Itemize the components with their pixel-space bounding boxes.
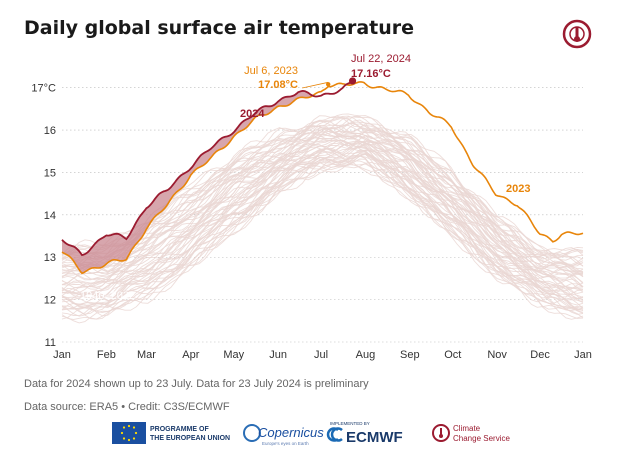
historical-line xyxy=(61,123,584,273)
x-tick-label-3: Apr xyxy=(182,349,199,361)
series-label-2024: 2024 xyxy=(240,108,265,120)
historical-line xyxy=(61,134,584,283)
annotation-2023-value: 17.08°C xyxy=(258,79,298,91)
copernicus-logo: Copernicus Europe's eyes on Earth xyxy=(243,424,324,446)
eu-programme-logo: PROGRAMME OF THE EUROPEAN UNION xyxy=(112,422,230,444)
historical-line xyxy=(61,141,584,290)
x-axis: Jan Feb Mar Apr May Jun Jul Aug Sep Oct Nov Dec Jan xyxy=(53,349,592,361)
footer-note-preliminary: Data for 2024 shown up to 23 July. Data … xyxy=(24,378,369,390)
series-label-2023: 2023 xyxy=(506,183,530,195)
historical-line xyxy=(61,137,584,294)
historical-line xyxy=(61,160,584,320)
max-2024-marker xyxy=(348,77,357,85)
y-axis: 11 12 13 14 15 16 17°C xyxy=(31,83,56,349)
historical-line xyxy=(61,130,584,275)
c3s-emblem-icon xyxy=(562,19,592,49)
chart-title: Daily global surface air temperature xyxy=(24,17,414,39)
historical-line xyxy=(61,139,584,296)
historical-line xyxy=(61,155,584,312)
ecmwf-text: ECMWF xyxy=(346,429,403,446)
c3s-line2: Change Service xyxy=(453,434,510,443)
x-tick-label-7: Aug xyxy=(356,349,376,361)
c3s-logo: Climate Change Service xyxy=(432,424,510,443)
annotation-2023-date: Jul 6, 2023 xyxy=(244,65,298,77)
copernicus-text: Copernicus xyxy=(258,425,324,440)
x-tick-label-9: Oct xyxy=(444,349,461,361)
annotation-2024-value: 17.16°C xyxy=(351,68,391,80)
historical-line xyxy=(61,153,584,317)
y-tick-label-11: 11 xyxy=(45,337,56,349)
line-2023 xyxy=(61,81,584,275)
x-tick-label-5: Jun xyxy=(269,349,287,361)
historical-line xyxy=(61,127,584,275)
y-tick-label-16: 16 xyxy=(44,125,56,137)
historical-line xyxy=(61,152,584,315)
historical-line xyxy=(61,158,584,324)
x-tick-label-11: Dec xyxy=(530,349,550,361)
eu-line2: THE EUROPEAN UNION xyxy=(150,435,230,442)
ecmwf-top: IMPLEMENTED BY xyxy=(330,421,370,426)
annotation-leader-2023 xyxy=(302,81,329,89)
x-tick-label-12: Jan xyxy=(574,349,592,361)
x-tick-label-1: Feb xyxy=(97,349,116,361)
eu-line1: PROGRAMME OF xyxy=(150,426,209,433)
annotation-2024-date: Jul 22, 2024 xyxy=(351,53,411,65)
y-tick-label-17: 17°C xyxy=(31,83,56,95)
y-tick-label-13: 13 xyxy=(44,252,56,264)
historical-line xyxy=(61,145,584,306)
y-tick-label-12: 12 xyxy=(44,295,56,307)
footer-note-source: Data source: ERA5 • Credit: C3S/ECMWF xyxy=(24,401,230,413)
historical-line xyxy=(61,139,584,291)
y-tick-label-15: 15 xyxy=(44,167,56,179)
x-tick-label-0: Jan xyxy=(53,349,71,361)
c3s-line1: Climate xyxy=(453,424,481,433)
historical-label: 1940–2022 xyxy=(80,290,135,302)
x-tick-label-2: Mar xyxy=(137,349,156,361)
x-tick-label-6: Jul xyxy=(314,349,328,361)
max-2023-marker xyxy=(326,82,331,87)
x-tick-label-4: May xyxy=(223,349,244,361)
historical-line xyxy=(61,137,584,284)
copernicus-sub: Europe's eyes on Earth xyxy=(262,441,309,446)
x-tick-label-10: Nov xyxy=(487,349,507,361)
line-2024 xyxy=(61,80,355,257)
x-tick-label-8: Sep xyxy=(400,349,420,361)
y-tick-label-14: 14 xyxy=(44,210,56,222)
historical-line xyxy=(61,143,584,303)
ecmwf-logo: IMPLEMENTED BY ECMWF xyxy=(326,421,403,446)
